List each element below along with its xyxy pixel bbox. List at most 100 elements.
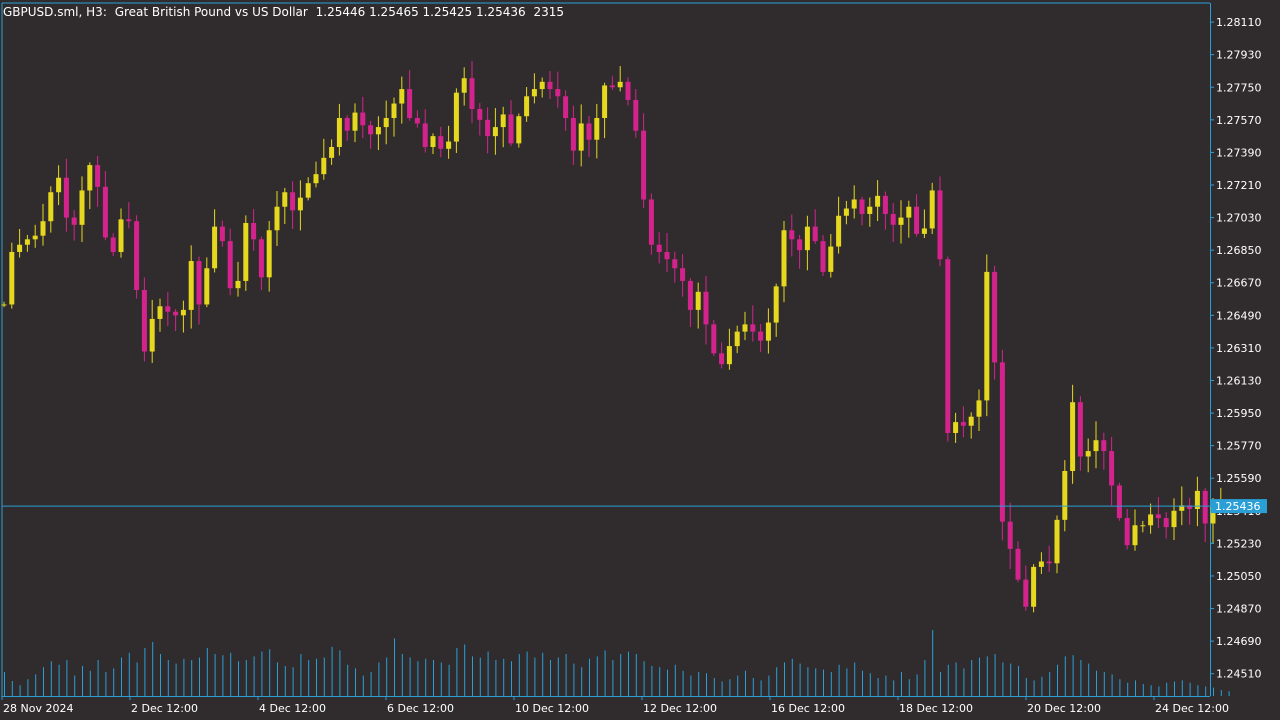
candle: [282, 187, 288, 224]
candle: [758, 324, 764, 353]
candle: [968, 412, 974, 439]
candle: [742, 311, 748, 341]
candle-body: [672, 259, 678, 269]
candle: [1093, 421, 1099, 469]
candle-body: [95, 165, 101, 187]
candle: [141, 277, 147, 362]
candle: [329, 139, 335, 165]
y-tick-label: 1.27210: [1216, 179, 1262, 192]
candle-body: [40, 221, 46, 236]
header-timeframe: H3:: [86, 5, 107, 19]
candle-body: [726, 346, 732, 365]
candle: [383, 100, 389, 145]
candle: [134, 215, 140, 299]
candle: [126, 202, 132, 229]
candle: [414, 110, 420, 128]
volume-bars: [4, 630, 1230, 696]
candle: [929, 182, 935, 235]
candle-body: [360, 112, 366, 126]
candle: [843, 200, 849, 225]
candle: [1194, 476, 1200, 527]
y-tick-label: 1.28110: [1216, 16, 1262, 29]
candle-body: [126, 219, 132, 222]
candle: [305, 177, 311, 201]
candle-body: [531, 89, 537, 97]
candle-body: [773, 286, 779, 323]
candle: [828, 234, 834, 278]
candle: [477, 103, 483, 136]
candle-body: [9, 251, 15, 305]
candle: [165, 292, 171, 327]
candle-body: [859, 199, 865, 214]
candle: [110, 233, 116, 257]
candle-body: [219, 226, 225, 242]
candle-body: [1179, 505, 1185, 511]
candle: [469, 60, 475, 124]
candle-body: [719, 353, 725, 365]
candle-body: [110, 237, 116, 252]
candle: [719, 342, 725, 369]
candle-body: [937, 190, 943, 260]
x-tick-label: 16 Dec 12:00: [771, 702, 845, 715]
candle: [1202, 488, 1208, 543]
candle: [1077, 396, 1083, 471]
candle-body: [438, 136, 444, 149]
y-tick-label: 1.26490: [1216, 309, 1262, 322]
candle-body: [960, 422, 966, 426]
candle-body: [1148, 514, 1154, 526]
header-description: Great British Pound vs US Dollar: [115, 5, 308, 19]
candle-body: [422, 123, 428, 147]
y-tick-label: 1.25230: [1216, 537, 1262, 550]
candle: [1, 301, 7, 308]
candle-body: [500, 114, 506, 128]
y-tick-label: 1.25590: [1216, 472, 1262, 485]
candle: [1046, 545, 1052, 572]
candle-body: [539, 81, 545, 90]
candle: [531, 73, 537, 104]
price-axis: 1.28110 1.27930 1.27750 1.27570 1.27390 1.272…: [1210, 16, 1262, 681]
candle-body: [414, 118, 420, 124]
candle-body: [56, 177, 62, 193]
candle: [95, 155, 101, 207]
candle: [937, 176, 943, 267]
candle: [1109, 436, 1115, 506]
candle-body: [524, 96, 530, 117]
candle: [485, 107, 491, 154]
candle-body: [586, 123, 592, 140]
candle-body: [87, 165, 93, 191]
candle-body: [1132, 525, 1138, 546]
candle: [1124, 508, 1130, 550]
candle-body: [375, 127, 381, 135]
x-tick-label: 6 Dec 12:00: [387, 702, 454, 715]
candle-body: [898, 217, 904, 225]
candle: [1007, 502, 1013, 569]
candle: [1031, 564, 1037, 613]
candle: [999, 349, 1005, 541]
header-volume: 2315: [533, 5, 564, 19]
candle-body: [1101, 440, 1107, 452]
candle-body: [1155, 514, 1161, 519]
candle: [953, 412, 959, 443]
candle-body: [453, 92, 459, 142]
candle-body: [165, 306, 171, 312]
candle-body: [984, 271, 990, 401]
candle-body: [633, 99, 639, 131]
candle: [212, 209, 218, 273]
candle: [945, 256, 951, 442]
candle-body: [141, 289, 147, 352]
candle-body: [742, 324, 748, 332]
y-tick-label: 1.25950: [1216, 407, 1262, 420]
candle: [992, 265, 998, 380]
candle: [578, 104, 584, 167]
candle-body: [63, 177, 69, 218]
candle-body: [134, 221, 140, 290]
candle-body: [48, 192, 54, 222]
candle-body: [1171, 510, 1177, 528]
candle-body: [180, 309, 186, 316]
candle-body: [929, 190, 935, 229]
candle: [890, 203, 896, 243]
x-tick-label: 12 Dec 12:00: [643, 702, 717, 715]
candle: [71, 209, 77, 241]
candle-body: [1046, 561, 1052, 564]
